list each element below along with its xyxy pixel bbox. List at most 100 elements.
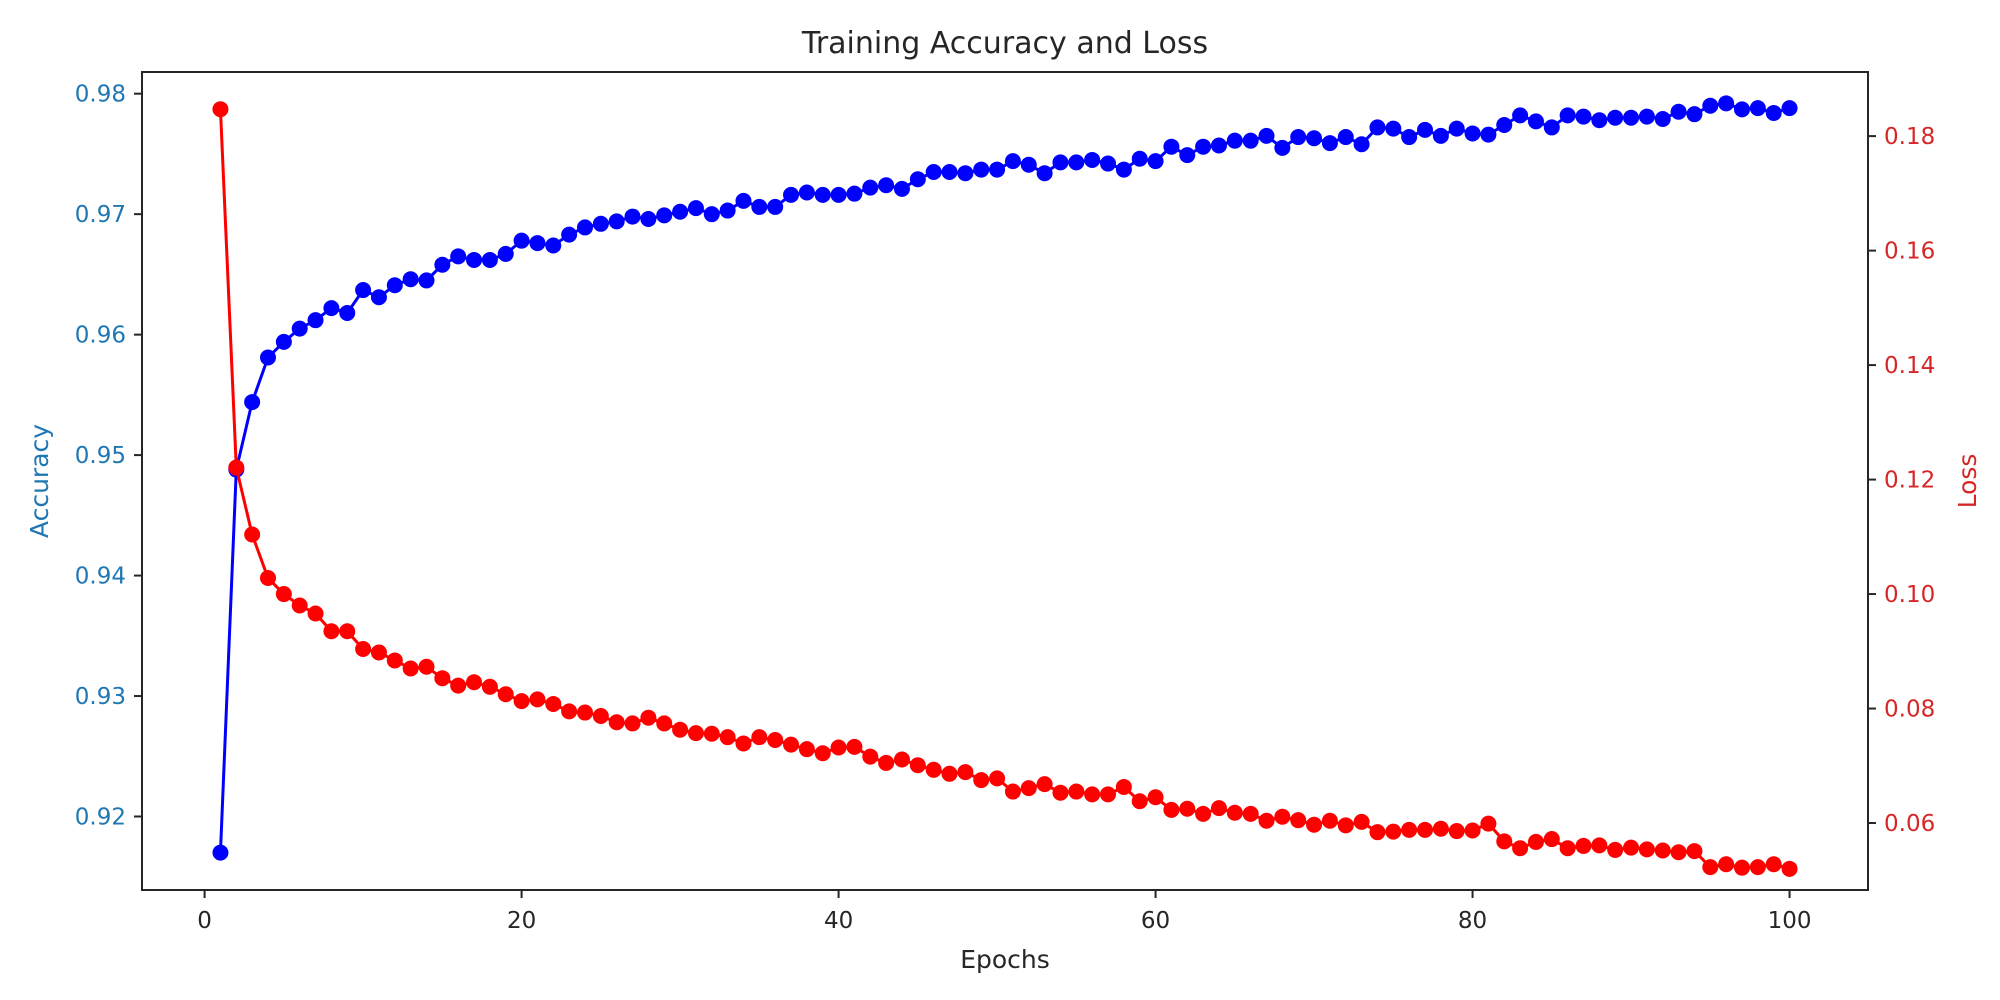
accuracy-point xyxy=(1226,132,1243,149)
loss-point xyxy=(497,686,514,703)
loss-point xyxy=(418,658,435,675)
chart-title: Training Accuracy and Loss xyxy=(801,26,1208,61)
loss-point xyxy=(1623,839,1640,856)
x-tick-label: 100 xyxy=(1768,908,1812,934)
y-left-tick-label: 0.96 xyxy=(75,323,126,349)
accuracy-point xyxy=(1274,139,1291,156)
accuracy-point xyxy=(878,177,895,194)
loss-point xyxy=(1765,856,1782,873)
accuracy-point xyxy=(1702,97,1719,114)
loss-point xyxy=(1179,800,1196,817)
y-axis-left: 0.92 0.93 0.94 0.95 0.96 0.97 0.98 xyxy=(75,82,142,831)
loss-point xyxy=(624,715,641,732)
loss-point xyxy=(1068,783,1085,800)
accuracy-point xyxy=(672,203,689,220)
loss-point xyxy=(909,757,926,774)
loss-point xyxy=(592,707,609,724)
loss-point xyxy=(561,703,578,720)
y-left-tick-label: 0.95 xyxy=(75,443,126,469)
accuracy-point xyxy=(1084,151,1101,168)
accuracy-point xyxy=(751,198,768,215)
accuracy-point xyxy=(402,271,419,288)
loss-point xyxy=(1036,776,1053,793)
y-right-tick-label: 0.12 xyxy=(1884,468,1935,494)
loss-point xyxy=(402,660,419,677)
accuracy-point xyxy=(1195,138,1212,155)
loss-point xyxy=(1496,833,1513,850)
x-axis: 0 20 40 60 80 100 xyxy=(197,890,1811,934)
accuracy-point xyxy=(1575,108,1592,125)
accuracy-point xyxy=(323,300,340,317)
accuracy-point xyxy=(1448,120,1465,137)
loss-point xyxy=(1147,789,1164,806)
loss-point xyxy=(576,704,593,721)
loss-point xyxy=(1417,821,1434,838)
accuracy-point xyxy=(719,202,736,219)
loss-point xyxy=(957,764,974,781)
loss-point xyxy=(513,693,530,710)
accuracy-point xyxy=(1464,125,1481,142)
loss-point xyxy=(814,745,831,762)
accuracy-point xyxy=(862,179,879,196)
loss-point xyxy=(1543,831,1560,848)
accuracy-point xyxy=(909,171,926,188)
loss-point xyxy=(1385,823,1402,840)
accuracy-point xyxy=(291,320,308,337)
accuracy-point xyxy=(1734,101,1750,118)
accuracy-point xyxy=(1068,154,1085,171)
loss-point xyxy=(719,729,736,746)
accuracy-point xyxy=(624,208,641,225)
loss-point xyxy=(212,101,229,118)
loss-point xyxy=(925,761,942,778)
accuracy-point xyxy=(1004,153,1021,170)
accuracy-line xyxy=(218,101,1790,853)
loss-point xyxy=(1274,808,1291,825)
y-left-tick-label: 0.92 xyxy=(75,805,126,831)
accuracy-point xyxy=(339,304,356,321)
y-axis-right: 0.06 0.08 0.10 0.12 0.14 0.16 0.18 xyxy=(1868,124,1935,837)
loss-point xyxy=(355,641,372,658)
x-tick-label: 0 xyxy=(197,908,212,934)
loss-point xyxy=(1195,805,1212,822)
loss-line xyxy=(218,109,1790,871)
loss-point xyxy=(1052,784,1069,801)
accuracy-point xyxy=(957,165,974,182)
loss-point xyxy=(1163,801,1180,818)
accuracy-point xyxy=(1290,129,1307,146)
loss-point xyxy=(1686,843,1703,860)
accuracy-point xyxy=(466,251,483,268)
accuracy-point xyxy=(1718,95,1735,112)
loss-point xyxy=(1290,812,1307,829)
loss-point xyxy=(989,770,1006,787)
accuracy-point xyxy=(767,198,784,215)
y-right-tick-label: 0.06 xyxy=(1884,811,1935,837)
accuracy-point xyxy=(1147,153,1164,170)
accuracy-point xyxy=(1480,126,1497,143)
loss-point xyxy=(703,725,720,742)
loss-point xyxy=(1226,804,1243,821)
loss-point xyxy=(339,623,356,640)
loss-point xyxy=(1638,841,1655,858)
loss-point xyxy=(1749,859,1766,876)
loss-point xyxy=(798,741,815,758)
x-tick-label: 20 xyxy=(507,908,536,934)
accuracy-point xyxy=(687,200,704,217)
y-left-tick-label: 0.97 xyxy=(75,202,126,228)
loss-point xyxy=(1559,840,1576,857)
accuracy-point xyxy=(1131,150,1148,167)
accuracy-point xyxy=(846,185,863,202)
loss-point xyxy=(1242,805,1259,822)
accuracy-point xyxy=(1020,156,1037,173)
accuracy-point xyxy=(1369,119,1386,136)
accuracy-point xyxy=(1591,112,1608,129)
loss-point xyxy=(434,670,451,687)
accuracy-point xyxy=(1432,127,1449,144)
loss-point xyxy=(672,721,689,738)
loss-point xyxy=(1480,815,1497,832)
loss-point xyxy=(228,459,245,476)
loss-point xyxy=(751,729,768,746)
accuracy-point xyxy=(1258,127,1275,144)
accuracy-point xyxy=(1179,147,1196,164)
accuracy-point xyxy=(941,163,958,180)
